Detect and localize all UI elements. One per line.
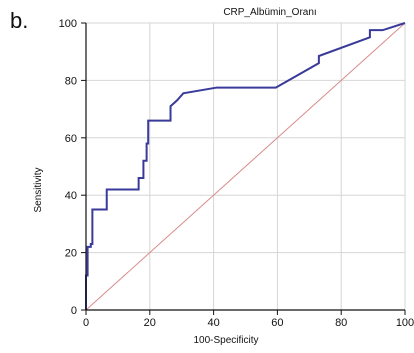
axes-layer: 0 20 40 60 80 100 0 20 40 60 80 100 <box>59 18 414 329</box>
x-tick-label: 20 <box>144 317 156 329</box>
x-tick-label: 100 <box>396 317 414 329</box>
x-axis-label: 100-Specificity <box>193 335 258 346</box>
x-tick-label: 80 <box>335 317 347 329</box>
chart-title: CRP_Albümin_Oranı <box>223 7 316 18</box>
y-tick-label: 80 <box>65 75 77 87</box>
text-layer: CRP_Albümin_Oranı 100-Specificity Sensit… <box>33 7 317 346</box>
y-tick-label: 100 <box>59 18 77 30</box>
reference-diagonal-line <box>85 22 406 311</box>
y-tick-label: 20 <box>65 248 77 260</box>
panel-label: b. <box>10 8 29 33</box>
x-tick-label: 40 <box>207 317 219 329</box>
y-tick-label: 0 <box>71 305 77 317</box>
x-tick-label: 0 <box>83 317 89 329</box>
y-axis-label: Sensitivity <box>33 167 44 212</box>
y-tick-label: 60 <box>65 133 77 145</box>
y-tick-label: 40 <box>65 190 77 202</box>
roc-curve-line <box>85 22 406 310</box>
series-layer <box>85 22 406 311</box>
x-tick-label: 60 <box>271 317 283 329</box>
